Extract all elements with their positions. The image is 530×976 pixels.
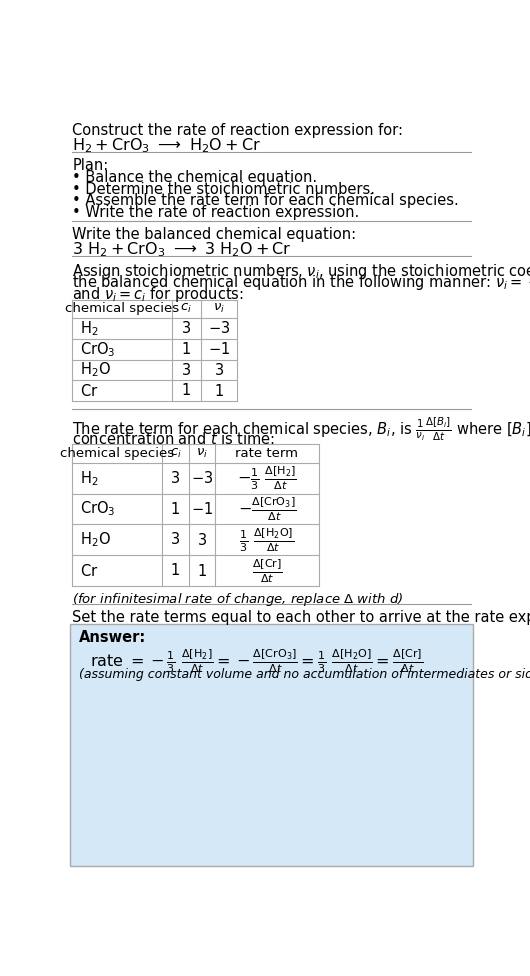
Text: and $\nu_i = c_i$ for products:: and $\nu_i = c_i$ for products: — [73, 285, 244, 304]
Text: rate $= -\frac{1}{3}\ \frac{\Delta[\mathrm{H_2}]}{\Delta t} = -\frac{\Delta[\mat: rate $= -\frac{1}{3}\ \frac{\Delta[\math… — [90, 647, 423, 674]
Text: $-\frac{1}{3}\ \frac{\Delta[\mathrm{H_2}]}{\Delta t}$: $-\frac{1}{3}\ \frac{\Delta[\mathrm{H_2}… — [237, 465, 297, 492]
Text: $-1$: $-1$ — [208, 342, 230, 357]
Text: Write the balanced chemical equation:: Write the balanced chemical equation: — [73, 227, 357, 242]
Text: Construct the rate of reaction expression for:: Construct the rate of reaction expressio… — [73, 123, 403, 139]
Text: $\mathrm{Cr}$: $\mathrm{Cr}$ — [80, 562, 99, 579]
Text: 3: 3 — [171, 532, 180, 548]
Text: • Assemble the rate term for each chemical species.: • Assemble the rate term for each chemic… — [73, 193, 459, 208]
Text: $\mathrm{H_2}$: $\mathrm{H_2}$ — [80, 319, 99, 338]
Text: $\mathrm{3\ H_2 + CrO_3 \ \longrightarrow \ 3\ H_2O + Cr}$: $\mathrm{3\ H_2 + CrO_3 \ \longrightarro… — [73, 240, 292, 259]
Text: $\mathrm{CrO_3}$: $\mathrm{CrO_3}$ — [80, 500, 116, 518]
Text: The rate term for each chemical species, $B_i$, is $\frac{1}{\nu_i}\frac{\Delta[: The rate term for each chemical species,… — [73, 415, 530, 442]
Text: $-3$: $-3$ — [208, 320, 230, 337]
Text: $\nu_i$: $\nu_i$ — [196, 447, 208, 460]
Text: 3: 3 — [171, 470, 180, 486]
Text: concentration and $t$ is time:: concentration and $t$ is time: — [73, 430, 276, 446]
Text: $\mathrm{H_2O}$: $\mathrm{H_2O}$ — [80, 361, 111, 380]
Text: $\mathrm{H_2O}$: $\mathrm{H_2O}$ — [80, 531, 111, 549]
Text: $3$: $3$ — [214, 362, 224, 378]
Text: (assuming constant volume and no accumulation of intermediates or side products): (assuming constant volume and no accumul… — [78, 669, 530, 681]
Text: $1$: $1$ — [214, 383, 224, 399]
Text: $c_i$: $c_i$ — [170, 447, 181, 460]
Text: (for infinitesimal rate of change, replace $\Delta$ with $d$): (for infinitesimal rate of change, repla… — [73, 590, 404, 608]
Text: $-3$: $-3$ — [191, 470, 213, 486]
Text: chemical species: chemical species — [65, 303, 179, 315]
Text: 3: 3 — [182, 321, 191, 336]
FancyBboxPatch shape — [70, 624, 473, 866]
Text: 3: 3 — [182, 362, 191, 378]
Text: $-\frac{\Delta[\mathrm{CrO_3}]}{\Delta t}$: $-\frac{\Delta[\mathrm{CrO_3}]}{\Delta t… — [238, 495, 296, 523]
Text: $\mathrm{CrO_3}$: $\mathrm{CrO_3}$ — [80, 340, 116, 358]
Text: Set the rate terms equal to each other to arrive at the rate expression:: Set the rate terms equal to each other t… — [73, 610, 530, 625]
Text: Assign stoichiometric numbers, $\nu_i$, using the stoichiometric coefficients, $: Assign stoichiometric numbers, $\nu_i$, … — [73, 262, 530, 281]
Text: $c_i$: $c_i$ — [181, 303, 192, 315]
Text: the balanced chemical equation in the following manner: $\nu_i = -c_i$ for react: the balanced chemical equation in the fo… — [73, 273, 530, 293]
Text: 1: 1 — [182, 342, 191, 357]
Text: $\mathrm{H_2 + CrO_3 \ \longrightarrow \ H_2O + Cr}$: $\mathrm{H_2 + CrO_3 \ \longrightarrow \… — [73, 137, 261, 155]
Text: • Determine the stoichiometric numbers.: • Determine the stoichiometric numbers. — [73, 182, 375, 197]
Text: $\mathrm{H_2}$: $\mathrm{H_2}$ — [80, 468, 99, 488]
Text: Plan:: Plan: — [73, 158, 109, 173]
Text: $-1$: $-1$ — [191, 501, 213, 517]
Text: 1: 1 — [171, 502, 180, 516]
Text: • Write the rate of reaction expression.: • Write the rate of reaction expression. — [73, 205, 360, 220]
Text: • Balance the chemical equation.: • Balance the chemical equation. — [73, 170, 317, 185]
Text: 1: 1 — [182, 384, 191, 398]
Text: $\frac{1}{3}\ \frac{\Delta[\mathrm{H_2O}]}{\Delta t}$: $\frac{1}{3}\ \frac{\Delta[\mathrm{H_2O}… — [239, 526, 295, 553]
Text: 1: 1 — [171, 563, 180, 578]
Text: $3$: $3$ — [197, 532, 207, 548]
Text: chemical species: chemical species — [60, 447, 174, 460]
Text: Answer:: Answer: — [78, 630, 146, 645]
Text: $\frac{\Delta[\mathrm{Cr}]}{\Delta t}$: $\frac{\Delta[\mathrm{Cr}]}{\Delta t}$ — [252, 556, 282, 585]
Text: $\mathrm{Cr}$: $\mathrm{Cr}$ — [80, 383, 99, 399]
Text: rate term: rate term — [235, 447, 298, 460]
Text: $1$: $1$ — [197, 562, 207, 579]
Text: $\nu_i$: $\nu_i$ — [213, 303, 225, 315]
